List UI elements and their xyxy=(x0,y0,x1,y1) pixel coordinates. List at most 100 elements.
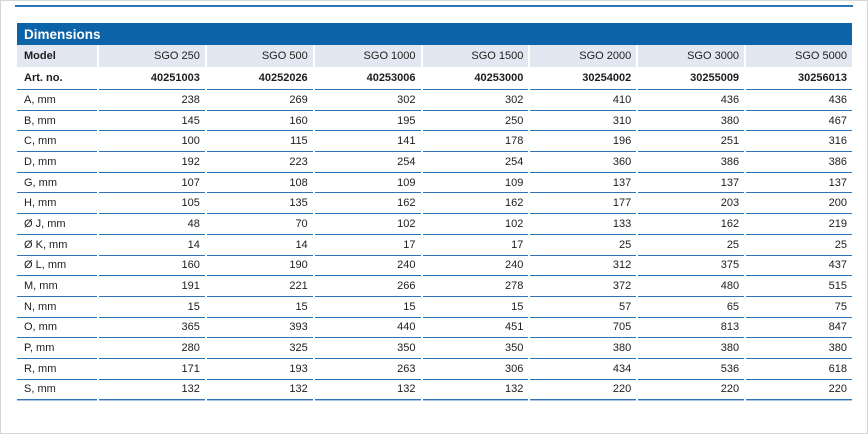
dimension-label: O, mm xyxy=(17,317,97,339)
model-name: SGO 250 xyxy=(99,45,205,67)
dimension-value: 386 xyxy=(746,152,852,173)
dimension-value: 14 xyxy=(206,234,313,256)
dimension-row: S, mm 132 132 132 132 220 220 220 xyxy=(17,379,852,401)
dimension-value: 100 xyxy=(99,131,205,153)
dimension-value: 107 xyxy=(99,172,205,194)
dimension-value: 847 xyxy=(746,317,852,339)
dimension-row: N, mm 15 15 15 15 57 65 75 xyxy=(17,296,852,318)
dimension-label: Ø J, mm xyxy=(17,214,97,235)
dimension-value: 15 xyxy=(99,296,205,318)
dimension-value: 17 xyxy=(314,234,421,256)
dimension-value: 48 xyxy=(99,214,205,235)
dimension-value: 316 xyxy=(746,131,852,153)
dimension-value: 312 xyxy=(530,255,637,277)
dimension-row: Ø K, mm 14 14 17 17 25 25 25 xyxy=(17,234,852,256)
dimension-value: 193 xyxy=(206,358,313,380)
dimension-value: 618 xyxy=(746,358,852,380)
dimension-label: N, mm xyxy=(17,296,97,318)
dimension-value: 137 xyxy=(530,172,637,194)
model-name: SGO 2000 xyxy=(530,45,637,67)
model-name: SGO 3000 xyxy=(638,45,745,67)
dimension-value: 192 xyxy=(99,152,205,173)
dimension-label: C, mm xyxy=(17,131,97,153)
dimension-value: 250 xyxy=(422,110,529,132)
dimension-value: 436 xyxy=(638,90,745,111)
dimension-value: 278 xyxy=(422,276,529,297)
dimension-value: 386 xyxy=(638,152,745,173)
dimension-label: B, mm xyxy=(17,110,97,132)
dimension-label: D, mm xyxy=(17,152,97,173)
dimension-value: 515 xyxy=(746,276,852,297)
art-number: 40253000 xyxy=(422,67,529,90)
dimension-value: 360 xyxy=(530,152,637,173)
dimension-value: 132 xyxy=(422,379,529,401)
dimension-value: 219 xyxy=(746,214,852,235)
dimension-label: A, mm xyxy=(17,90,97,111)
dimension-value: 145 xyxy=(99,110,205,132)
dimension-value: 108 xyxy=(206,172,313,194)
model-name: SGO 500 xyxy=(206,45,313,67)
dimension-value: 440 xyxy=(314,317,421,339)
art-row-label: Art. no. xyxy=(17,67,97,90)
dimension-label: Ø L, mm xyxy=(17,255,97,277)
dimension-row: Ø J, mm 48 70 102 102 133 162 219 xyxy=(17,214,852,235)
art-number: 40252026 xyxy=(206,67,313,90)
model-name: SGO 1500 xyxy=(422,45,529,67)
dimension-row: C, mm 100 115 141 178 196 251 316 xyxy=(17,131,852,153)
dimension-value: 251 xyxy=(638,131,745,153)
dimension-value: 135 xyxy=(206,193,313,215)
dimension-value: 372 xyxy=(530,276,637,297)
dimension-value: 133 xyxy=(530,214,637,235)
dimension-value: 306 xyxy=(422,358,529,380)
dimension-value: 451 xyxy=(422,317,529,339)
dimension-value: 25 xyxy=(746,234,852,256)
dimension-value: 221 xyxy=(206,276,313,297)
dimension-value: 200 xyxy=(746,193,852,215)
dimension-row: Ø L, mm 160 190 240 240 312 375 437 xyxy=(17,255,852,277)
dimension-value: 15 xyxy=(206,296,313,318)
dimension-value: 162 xyxy=(638,214,745,235)
dimension-value: 302 xyxy=(314,90,421,111)
dimension-value: 195 xyxy=(314,110,421,132)
dimension-value: 171 xyxy=(99,358,205,380)
dimension-value: 162 xyxy=(314,193,421,215)
dimension-value: 223 xyxy=(206,152,313,173)
dimension-value: 137 xyxy=(638,172,745,194)
dimensions-table: Dimensions Model SGO 250 SGO 500 SGO 100… xyxy=(15,23,854,401)
dimension-value: 365 xyxy=(99,317,205,339)
dimension-value: 109 xyxy=(422,172,529,194)
dimension-label: Ø K, mm xyxy=(17,234,97,256)
dimension-value: 191 xyxy=(99,276,205,297)
dimension-value: 254 xyxy=(422,152,529,173)
dimension-value: 178 xyxy=(422,131,529,153)
dimension-row: G, mm 107 108 109 109 137 137 137 xyxy=(17,172,852,194)
dimension-row: D, mm 192 223 254 254 360 386 386 xyxy=(17,152,852,173)
dimension-value: 115 xyxy=(206,131,313,153)
dimension-value: 220 xyxy=(530,379,637,401)
dimension-value: 536 xyxy=(638,358,745,380)
dimension-value: 15 xyxy=(314,296,421,318)
dimension-value: 380 xyxy=(530,338,637,359)
dimension-value: 160 xyxy=(99,255,205,277)
art-number: 30255009 xyxy=(638,67,745,90)
dimension-value: 254 xyxy=(314,152,421,173)
dimension-label: R, mm xyxy=(17,358,97,380)
dimension-row: B, mm 145 160 195 250 310 380 467 xyxy=(17,110,852,132)
dimension-value: 70 xyxy=(206,214,313,235)
dimension-value: 137 xyxy=(746,172,852,194)
dimension-value: 65 xyxy=(638,296,745,318)
dimension-value: 410 xyxy=(530,90,637,111)
dimension-value: 105 xyxy=(99,193,205,215)
dimension-value: 380 xyxy=(638,110,745,132)
dimension-value: 269 xyxy=(206,90,313,111)
model-row-label: Model xyxy=(17,45,97,67)
dimension-label: P, mm xyxy=(17,338,97,359)
dimension-label: H, mm xyxy=(17,193,97,215)
dimension-row: R, mm 171 193 263 306 434 536 618 xyxy=(17,358,852,380)
dimension-value: 25 xyxy=(638,234,745,256)
dimension-value: 436 xyxy=(746,90,852,111)
dimension-value: 310 xyxy=(530,110,637,132)
dimension-value: 25 xyxy=(530,234,637,256)
dimension-value: 203 xyxy=(638,193,745,215)
art-number: 40253006 xyxy=(314,67,421,90)
